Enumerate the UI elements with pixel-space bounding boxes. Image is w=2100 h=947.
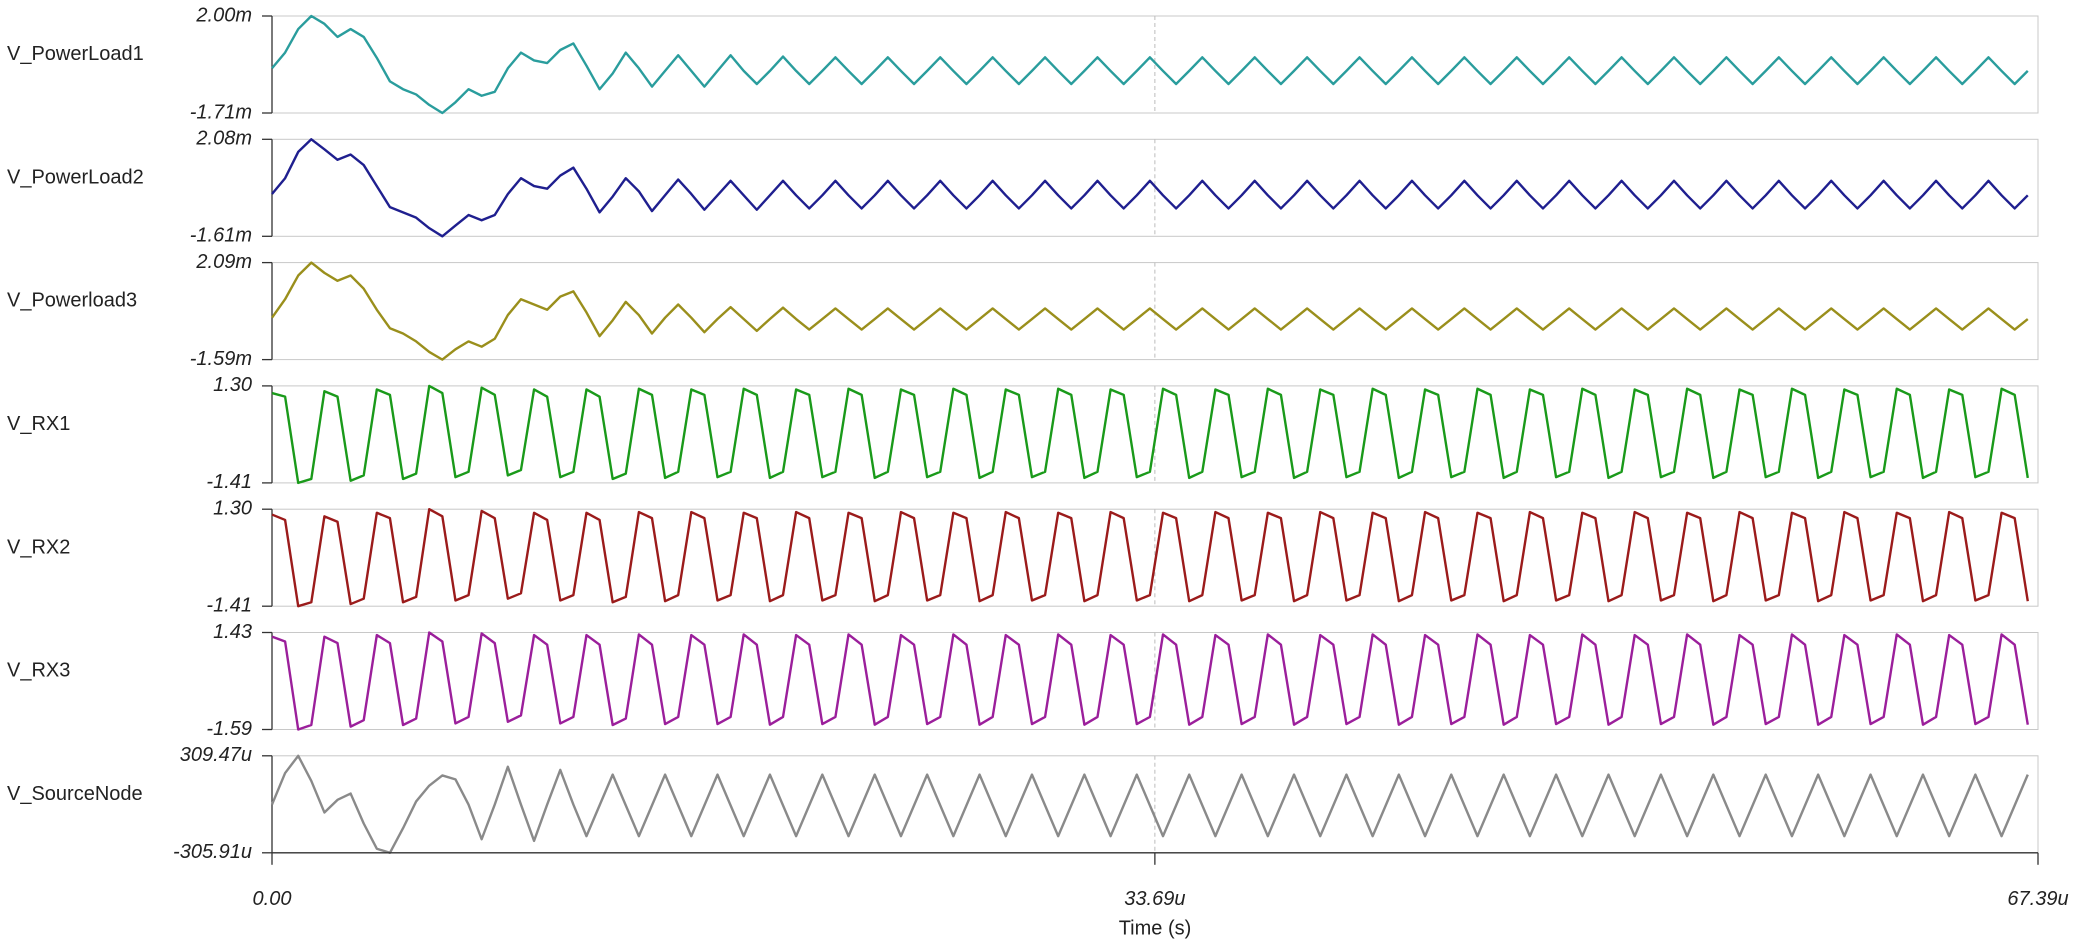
y-tick-label: -1.59m xyxy=(190,348,252,370)
waveform xyxy=(271,384,2029,485)
series-name: V_RX2 xyxy=(7,536,70,558)
series-name: V_PowerLoad2 xyxy=(7,166,144,188)
waveform xyxy=(271,14,2029,115)
y-tick-label: 309.47u xyxy=(180,744,252,766)
waveform xyxy=(271,138,2029,238)
x-tick-label: 67.39u xyxy=(2007,888,2068,910)
y-tick-label: 2.00m xyxy=(195,4,252,26)
waveform xyxy=(270,754,2029,854)
waveform xyxy=(271,631,2029,731)
x-tick-label: 0.00 xyxy=(253,888,292,910)
series-name: V_RX1 xyxy=(7,413,70,435)
series-name: V_PowerLoad1 xyxy=(7,43,144,65)
x-tick-label: 33.69u xyxy=(1124,888,1185,910)
series-name: V_SourceNode xyxy=(7,783,143,805)
y-tick-label: -1.61m xyxy=(190,225,252,247)
waveform xyxy=(271,261,2029,361)
y-tick-label: 1.30 xyxy=(213,497,252,519)
y-tick-label: -1.41 xyxy=(206,594,252,616)
y-tick-label: 1.43 xyxy=(213,621,252,643)
y-tick-label: 2.08m xyxy=(195,128,252,150)
y-tick-label: 1.30 xyxy=(213,374,252,396)
waveform xyxy=(271,508,2029,608)
series-name: V_Powerload3 xyxy=(7,290,137,312)
series-name: V_RX3 xyxy=(7,660,70,682)
x-axis-label: Time (s) xyxy=(1119,917,1192,939)
y-tick-label: -305.91u xyxy=(173,841,252,863)
y-tick-label: 2.09m xyxy=(195,251,252,273)
y-tick-label: -1.71m xyxy=(190,101,252,123)
y-tick-label: -1.59 xyxy=(206,718,252,740)
y-tick-label: -1.41 xyxy=(206,471,252,493)
